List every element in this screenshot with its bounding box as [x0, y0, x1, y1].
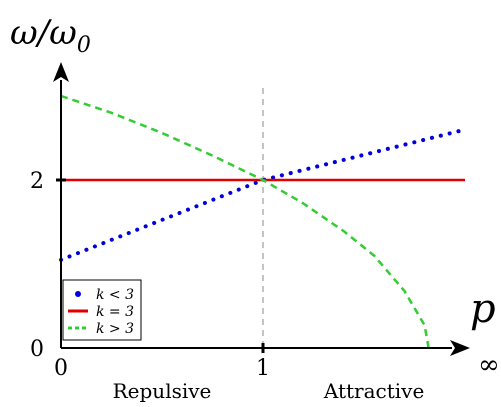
- y-axis-label: ω/ω0: [10, 13, 91, 58]
- series-layer: [59, 94, 467, 349]
- x-axis-infinity-label: ∞: [478, 350, 500, 380]
- legend-label: k = 3: [96, 304, 134, 320]
- series-line-k-greater-3: [60, 94, 430, 349]
- region-label-layer: Repulsive Attractive: [113, 379, 425, 403]
- x-axis-arrowhead: [450, 340, 470, 356]
- tick-layer: 0 1 0 2: [30, 169, 270, 381]
- legend-label: k < 3: [96, 287, 134, 303]
- region-label-repulsive: Repulsive: [113, 379, 212, 403]
- legend-marker: [75, 291, 81, 297]
- legend-box: [62, 279, 142, 341]
- y-tick-label: 0: [30, 337, 44, 362]
- legend: k < 3k = 3k > 3: [62, 279, 142, 341]
- y-tick-label: 2: [30, 169, 44, 194]
- series-line-k-less-3: [59, 127, 467, 262]
- legend-label: k > 3: [96, 321, 134, 337]
- y-axis-label-main: ω/ω: [10, 13, 77, 53]
- x-axis-label: p: [470, 286, 496, 332]
- x-tick-label: 0: [54, 356, 68, 381]
- x-tick-label: 1: [256, 356, 270, 381]
- y-axis-label-sub: 0: [77, 33, 91, 58]
- region-label-attractive: Attractive: [323, 379, 424, 403]
- y-axis-arrowhead: [53, 62, 69, 82]
